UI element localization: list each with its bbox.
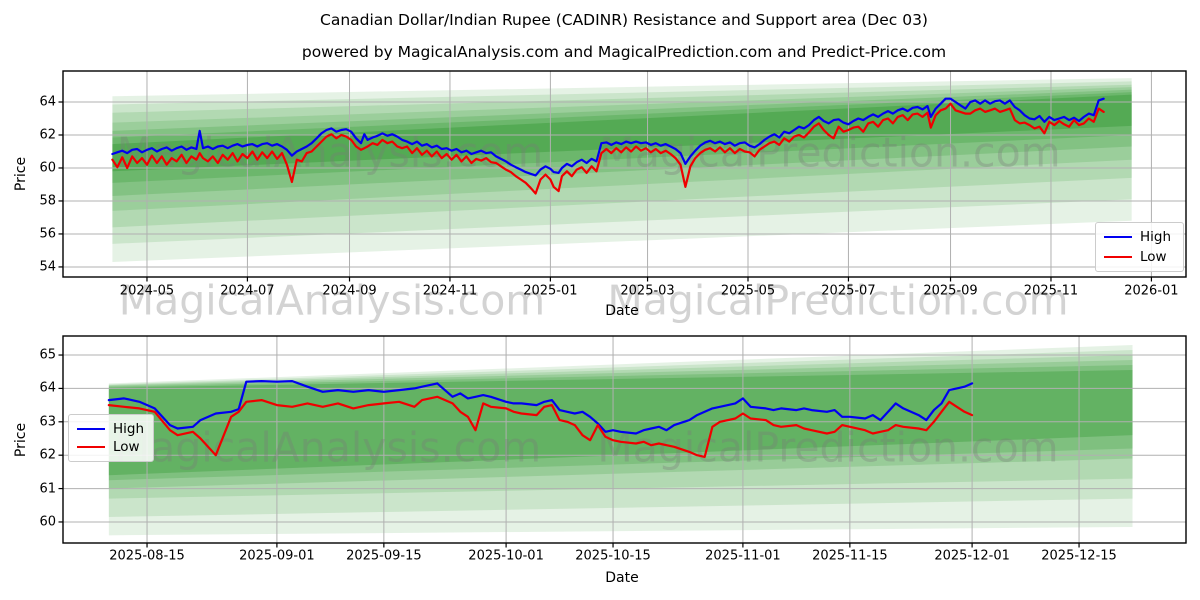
y-tick-label: 61 [39,481,56,497]
support-resistance-band [112,84,1132,228]
x-tick-label: 2025-12-15 [1041,548,1117,564]
legend-item-high: High [77,421,145,437]
x-tick-label: 2025-09-15 [346,548,422,564]
support-resistance-band [112,92,1132,183]
x-axis-title: Date [605,570,639,586]
x-tick-label: 2024-11 [422,283,478,299]
y-tick-label: 60 [39,514,56,530]
plot-border [62,335,1187,544]
x-tick-label: 2025-09-01 [239,548,315,564]
legend-item-low: Low [1104,249,1175,265]
low-line-sample [1104,255,1132,258]
y-tick-label: 56 [39,226,56,242]
support-resistance-band [108,365,1133,481]
y-tick-label: 62 [39,447,56,463]
support-resistance-band [108,370,1133,476]
x-tick-label: 2025-11-15 [812,548,888,564]
y-tick-label: 58 [39,193,56,209]
low-line-sample [77,446,105,449]
x-tick-label: 2025-05 [720,283,776,299]
high-line [111,97,1105,177]
y-axis-title: Price [13,422,29,458]
x-tick-label: 2024-05 [119,283,175,299]
x-tick-label: 2025-10-01 [468,548,544,564]
low-line [107,395,974,458]
x-tick-label: 2025-03 [620,283,675,299]
y-tick-label: 62 [39,127,56,143]
legend-item-low: Low [77,439,145,455]
figure-title: Canadian Dollar/Indian Rupee (CADINR) Re… [320,11,928,29]
watermark-text: MagicalAnalysis.com [119,276,546,324]
legend-item-high: High [1104,229,1175,245]
x-tick-label: 2025-07 [821,283,876,299]
x-tick-label: 2025-08-15 [109,548,185,564]
figure-subtitle: powered by MagicalAnalysis.com and Magic… [301,43,947,61]
low-line [111,102,1105,195]
watermark-text: MagicalAnalysis.com [115,423,542,471]
support-resistance-band [112,94,1132,172]
x-tick-label: 2024-07 [220,283,275,299]
legend-zoom-chart: High Low [68,414,154,462]
support-resistance-band [108,350,1133,517]
plot-border [62,70,1187,278]
x-tick-label: 2025-09 [923,283,978,299]
watermark-text: MagicalAnalysis.com [117,128,544,176]
y-tick-label: 64 [39,94,56,110]
support-resistance-band [112,87,1132,211]
x-tick-label: 2026-01 [1124,283,1179,299]
x-tick-label: 2025-11 [1023,283,1079,299]
watermark-text: MagicalPrediction.com [607,276,1068,324]
legend-main-chart: High Low [1095,222,1184,272]
x-tick-label: 2025-11-01 [705,548,781,564]
high-line [107,380,974,435]
support-resistance-band [108,360,1133,489]
y-tick-label: 64 [39,380,56,396]
support-resistance-band [108,345,1133,536]
legend-label-high: High [113,420,145,437]
y-tick-label: 60 [39,160,56,176]
legend-label-low: Low [1140,248,1167,265]
high-line-sample [77,427,105,430]
x-tick-label: 2025-12-01 [934,548,1010,564]
legend-label-low: Low [113,439,140,456]
support-resistance-band [112,81,1132,244]
y-tick-label: 63 [39,414,56,430]
y-tick-label: 65 [39,347,56,363]
x-tick-label: 2025-10-15 [575,548,651,564]
x-axis-title: Date [605,303,639,319]
x-tick-label: 2024-09 [322,283,377,299]
y-axis-title: Price [13,156,29,192]
legend-label-high: High [1140,229,1172,246]
high-line-sample [1104,236,1132,239]
y-tick-label: 54 [39,259,56,275]
x-tick-label: 2025-01 [523,283,578,299]
